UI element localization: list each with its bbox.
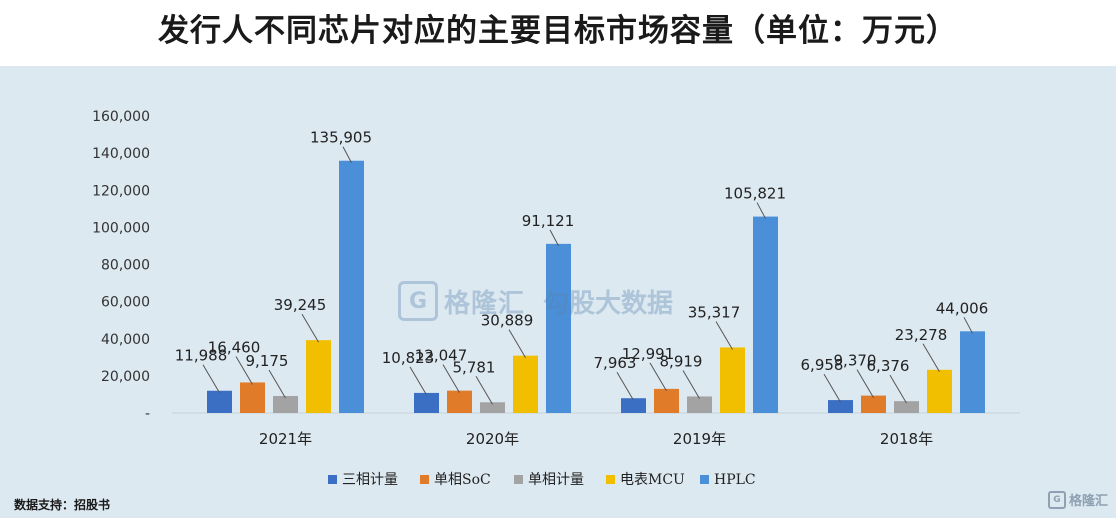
y-tick-label: 80,000	[101, 258, 150, 274]
data-label: 44,006	[936, 299, 989, 317]
legend-label: 单相SoC	[434, 472, 491, 488]
data-label: 10,823	[382, 349, 435, 367]
bar	[513, 355, 538, 413]
corner-logo: G 格隆汇	[1047, 490, 1108, 509]
bar	[894, 401, 919, 413]
legend-label: HPLC	[714, 472, 756, 488]
bar	[240, 382, 265, 413]
data-label-leader	[682, 370, 700, 399]
legend-label: 电表MCU	[620, 472, 685, 488]
data-label: 5,781	[453, 358, 496, 376]
y-tick-label: -	[145, 406, 150, 422]
bar	[828, 400, 853, 413]
data-label: 9,370	[834, 352, 877, 370]
bar	[273, 395, 298, 413]
chart-panel: - 20,000 40,000 60,000 80,000 100,000 120,000 1…	[0, 66, 1116, 518]
data-label-leader	[856, 369, 874, 398]
legend-swatch	[420, 475, 429, 484]
legend-swatch	[606, 475, 615, 484]
data-label-leader	[889, 374, 907, 404]
data-label: 16,460	[208, 338, 261, 356]
data-label: 30,889	[481, 312, 534, 330]
bar	[207, 390, 232, 413]
legend-label: 单相计量	[528, 472, 584, 488]
data-label-leader	[508, 329, 526, 358]
y-tick-label: 60,000	[101, 295, 150, 311]
bar	[654, 388, 679, 413]
data-label-leader	[475, 376, 493, 405]
data-label: 12,047	[415, 347, 468, 365]
legend-swatch	[700, 475, 709, 484]
bar	[753, 216, 778, 413]
data-label-leader	[202, 364, 220, 394]
bar	[960, 331, 985, 413]
bar	[720, 347, 745, 413]
data-label-leader	[823, 373, 841, 403]
data-label: 23,278	[895, 326, 948, 344]
data-label: 7,963	[594, 354, 637, 372]
bar	[621, 398, 646, 413]
corner-logo-text: 格隆汇	[1068, 494, 1108, 509]
data-label-leader	[756, 202, 766, 219]
legend-label: 三相计量	[342, 472, 398, 488]
data-label: 9,175	[246, 352, 289, 370]
data-label-leader	[616, 371, 634, 401]
data-label: 11,988	[175, 347, 228, 365]
y-tick-label: 120,000	[92, 183, 150, 199]
data-label: 135,905	[310, 129, 372, 147]
bar	[927, 369, 952, 413]
legend-swatch	[514, 475, 523, 484]
y-tick-label: 100,000	[92, 220, 150, 236]
x-tick-label: 2020年	[466, 430, 519, 448]
data-label: 35,317	[688, 303, 741, 321]
legend-swatch	[328, 475, 337, 484]
bar	[306, 340, 331, 413]
data-label: 6,376	[867, 357, 910, 375]
bar	[414, 392, 439, 413]
data-label-leader	[409, 366, 427, 396]
chart-title: 发行人不同芯片对应的主要目标市场容量（单位：万元）	[158, 13, 958, 49]
data-label-leader	[715, 321, 733, 350]
corner-logo-icon: G	[1047, 490, 1066, 509]
bar	[546, 243, 571, 413]
data-label-leader	[235, 356, 253, 385]
bar	[480, 402, 505, 413]
bar	[339, 160, 364, 413]
data-label-leader	[301, 313, 319, 343]
data-label: 105,821	[724, 185, 786, 203]
data-label-leader	[268, 369, 286, 399]
x-tick-label: 2019年	[673, 430, 726, 448]
source-note: 数据支持：招股书	[14, 498, 111, 512]
bar	[687, 396, 712, 413]
bar	[447, 390, 472, 413]
bar-chart: - 20,000 40,000 60,000 80,000 100,000 120,000 1…	[92, 109, 1020, 488]
data-label: 6,958	[801, 356, 844, 374]
data-label-leader	[549, 229, 559, 247]
data-label-leader	[963, 317, 973, 334]
data-label: 39,245	[274, 296, 327, 314]
data-label: 12,991	[622, 345, 675, 363]
data-label-leader	[442, 364, 460, 393]
data-label-leader	[922, 343, 940, 373]
x-tick-label: 2018年	[880, 430, 933, 448]
data-label-leader	[649, 362, 667, 392]
y-tick-label: 160,000	[92, 109, 150, 125]
y-tick-label: 20,000	[101, 369, 150, 385]
x-tick-label: 2021年	[259, 430, 312, 448]
y-tick-label: 140,000	[92, 146, 150, 162]
data-label: 8,919	[660, 352, 703, 370]
y-tick-label: 40,000	[101, 332, 150, 348]
data-label-leader	[342, 146, 352, 163]
data-label: 91,121	[522, 212, 575, 230]
bar	[861, 395, 886, 413]
